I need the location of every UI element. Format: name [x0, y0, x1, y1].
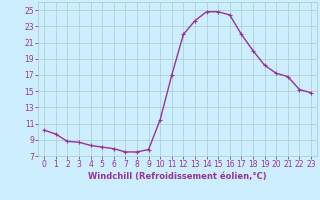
- X-axis label: Windchill (Refroidissement éolien,°C): Windchill (Refroidissement éolien,°C): [88, 172, 267, 181]
